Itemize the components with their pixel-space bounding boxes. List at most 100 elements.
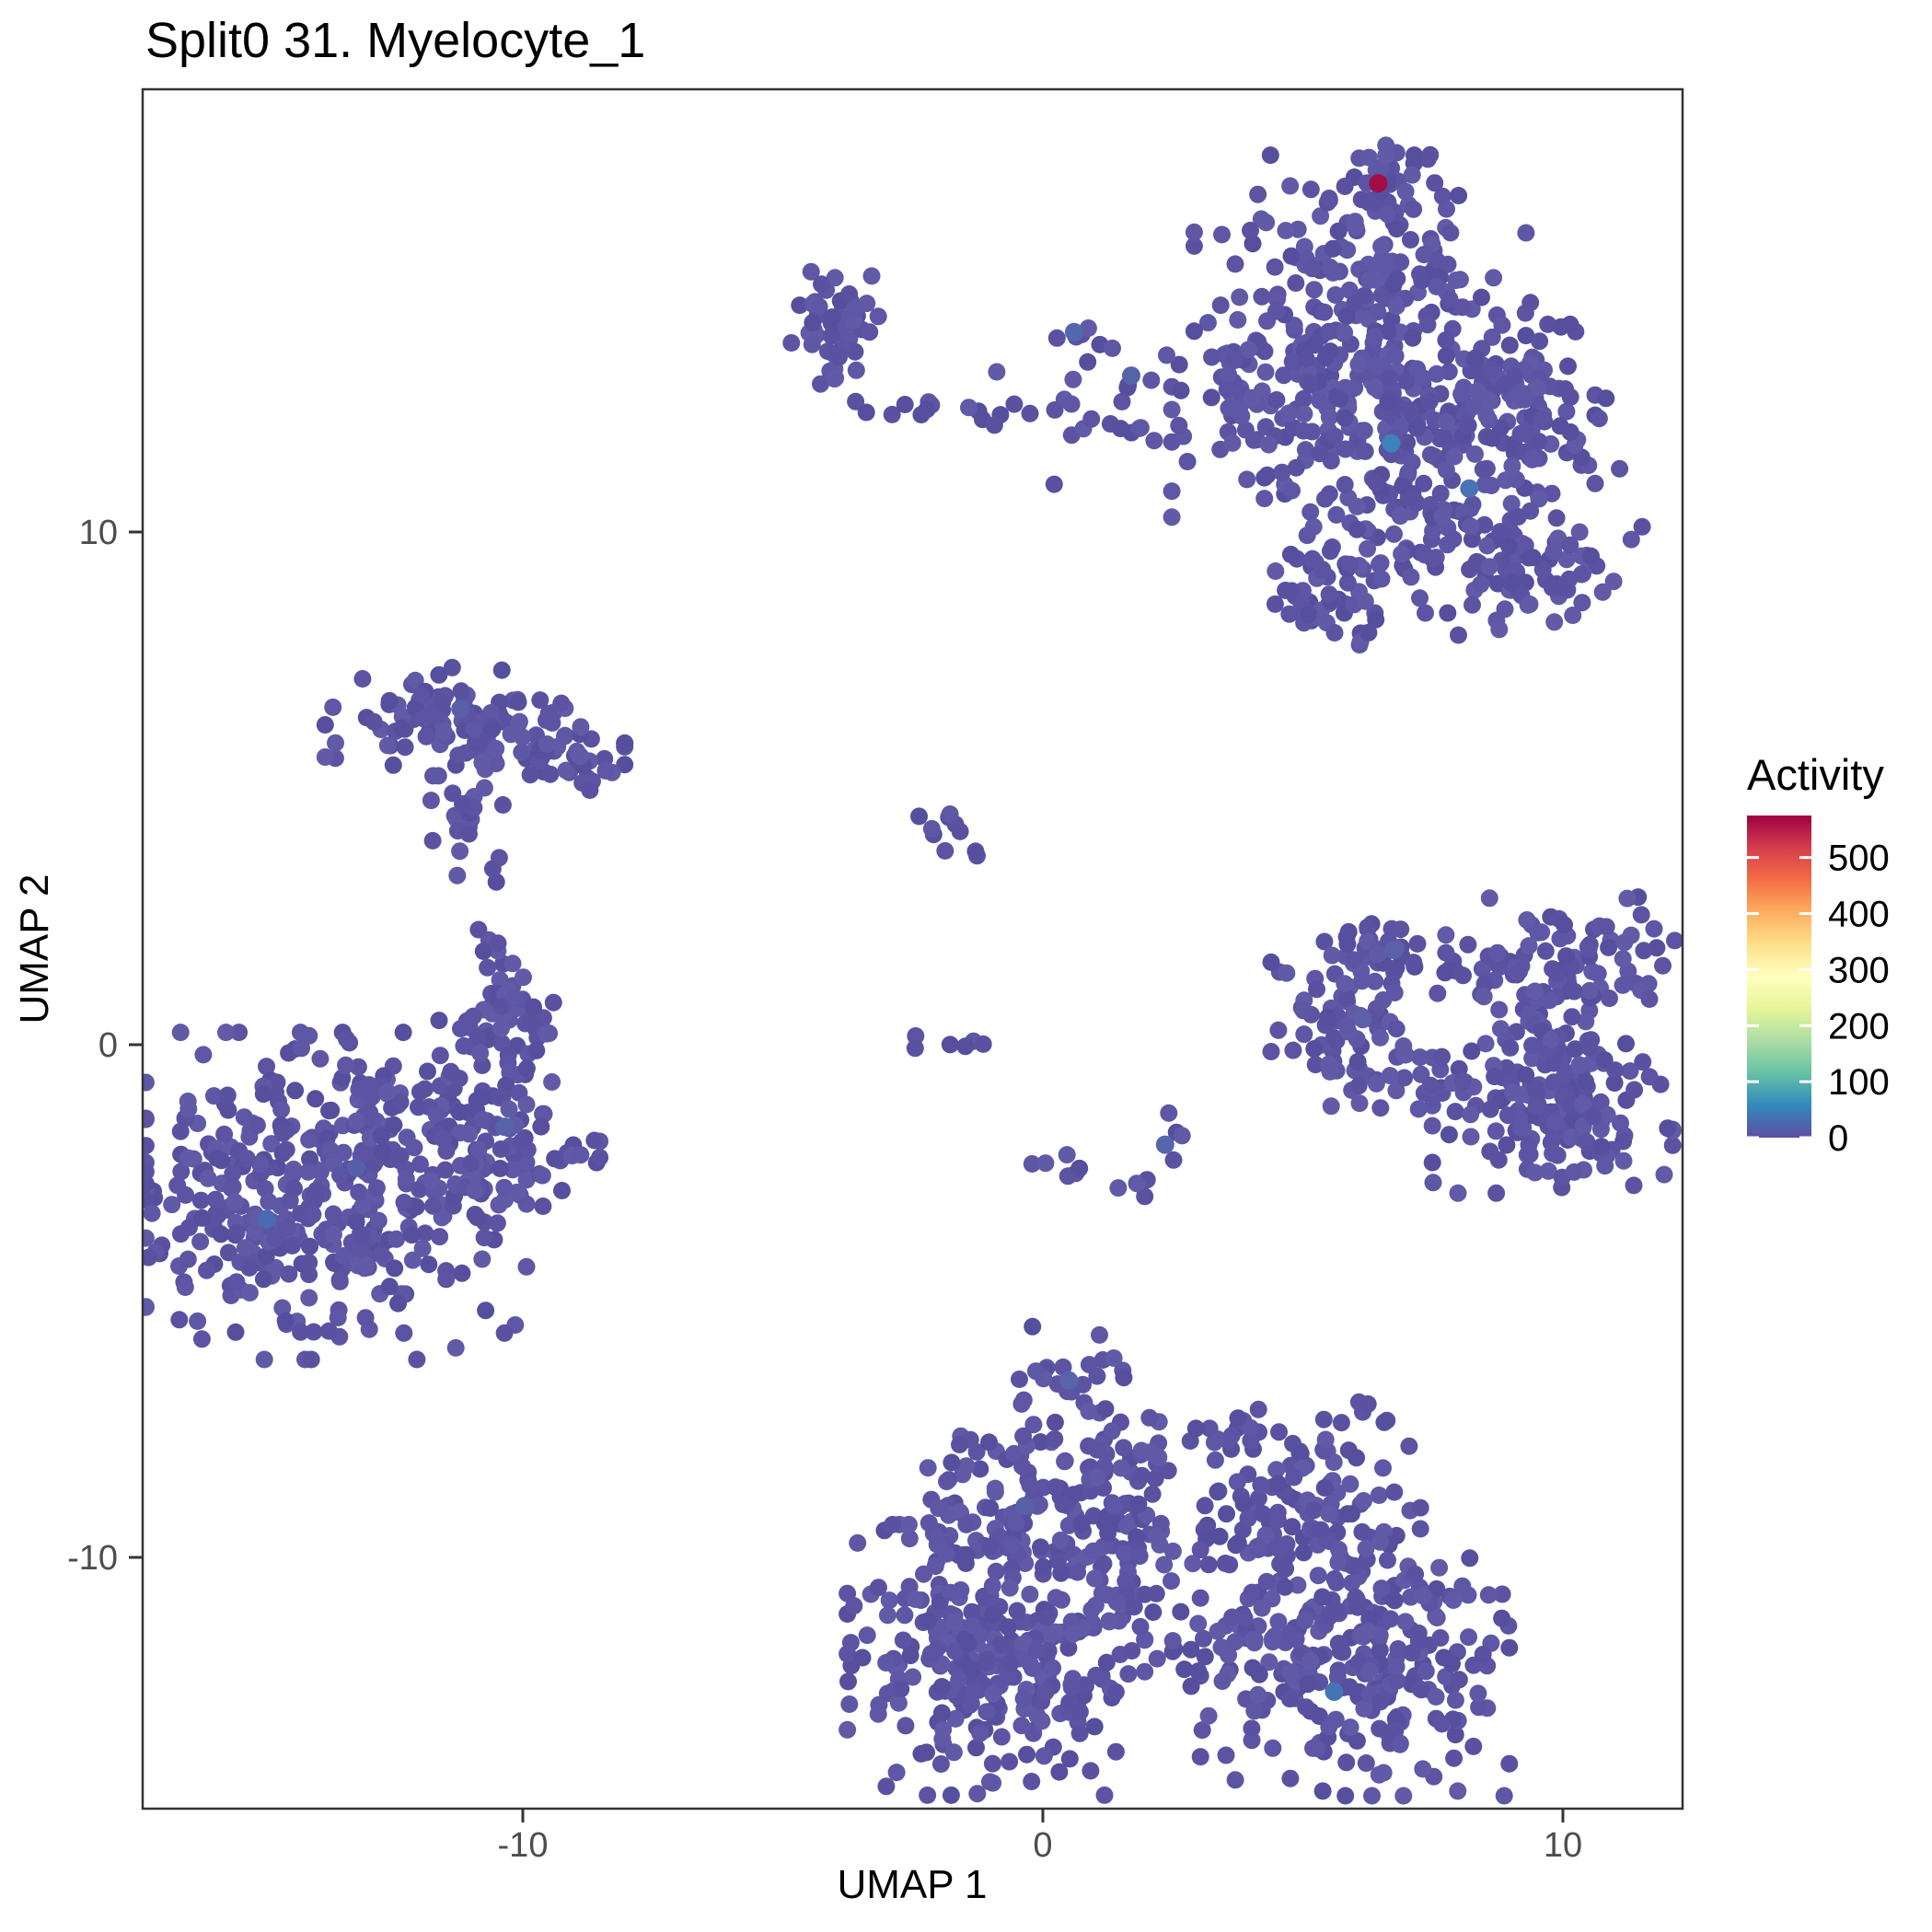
data-point — [204, 1087, 223, 1105]
data-point — [572, 718, 590, 736]
data-point — [469, 1028, 487, 1047]
data-point — [1136, 1631, 1154, 1649]
data-point — [1070, 1159, 1089, 1177]
data-point — [1294, 389, 1313, 408]
data-point — [1604, 573, 1623, 591]
data-point — [978, 1650, 996, 1669]
data-point — [1093, 1555, 1112, 1573]
data-point — [1276, 1578, 1294, 1596]
data-point — [1238, 470, 1256, 489]
data-point — [1239, 341, 1257, 359]
data-point — [143, 1298, 155, 1316]
data-point — [596, 761, 615, 780]
data-point — [1259, 435, 1278, 454]
data-point — [1115, 1369, 1133, 1387]
data-point — [1001, 1753, 1019, 1771]
data-point — [1270, 1540, 1289, 1558]
data-point — [521, 766, 539, 784]
data-point — [1244, 388, 1261, 407]
data-point — [389, 1294, 407, 1313]
data-point — [1049, 1552, 1067, 1570]
data-point — [887, 1764, 906, 1782]
data-point — [1428, 251, 1446, 270]
data-point — [1036, 1683, 1055, 1701]
data-point — [1532, 411, 1550, 429]
data-point — [1388, 220, 1406, 238]
data-point — [1502, 574, 1521, 593]
data-point — [1488, 943, 1507, 962]
data-point — [992, 1728, 1011, 1746]
data-point — [1277, 1559, 1295, 1578]
data-point — [403, 1251, 422, 1269]
data-point — [1298, 526, 1316, 545]
data-point — [1592, 1138, 1611, 1156]
data-point — [1500, 1638, 1519, 1657]
data-point — [1244, 1659, 1262, 1677]
plot-title: Split0 31. Myelocyte_1 — [145, 13, 645, 68]
data-point — [1402, 568, 1420, 586]
data-point — [1323, 538, 1341, 556]
data-point — [515, 968, 532, 987]
data-point — [1614, 1151, 1633, 1170]
data-point — [1013, 1457, 1032, 1475]
data-point — [489, 934, 507, 953]
data-point — [1305, 1040, 1324, 1058]
data-point — [1406, 1565, 1425, 1583]
data-point — [452, 682, 470, 700]
data-point — [1284, 1041, 1302, 1059]
data-point — [963, 1602, 981, 1621]
data-point — [1530, 433, 1548, 451]
data-point — [1359, 1394, 1377, 1413]
data-point — [1132, 1441, 1151, 1460]
data-point — [517, 1153, 536, 1172]
data-point — [495, 1178, 514, 1197]
data-point — [246, 1222, 264, 1241]
data-point — [283, 1236, 301, 1255]
data-point — [1655, 1165, 1673, 1184]
data-point — [338, 1030, 355, 1048]
data-point — [1446, 1726, 1464, 1744]
data-point — [143, 1229, 155, 1247]
data-point — [822, 327, 840, 345]
data-point — [1437, 461, 1455, 480]
data-point — [1521, 502, 1540, 520]
data-point — [990, 1636, 1009, 1654]
data-point — [1305, 1501, 1323, 1520]
data-point — [1115, 1439, 1133, 1457]
data-point — [1281, 1769, 1300, 1787]
data-point — [1267, 391, 1286, 409]
data-point — [1433, 1047, 1451, 1066]
data-point — [226, 1193, 244, 1211]
data-point — [194, 1046, 213, 1064]
data-point — [380, 1278, 399, 1296]
data-point — [276, 1312, 295, 1330]
data-point — [462, 1154, 480, 1173]
data-point — [1360, 272, 1379, 289]
data-point — [1411, 589, 1429, 607]
data-point — [1321, 1062, 1339, 1081]
data-point — [254, 1085, 272, 1104]
data-point — [412, 686, 431, 704]
data-point — [967, 1739, 985, 1757]
data-point — [1325, 1569, 1344, 1588]
data-point — [1445, 447, 1463, 466]
data-point — [824, 344, 842, 363]
data-point — [423, 1197, 442, 1215]
data-point — [1249, 1400, 1267, 1418]
data-point — [1348, 520, 1366, 538]
data-point — [1527, 1097, 1545, 1116]
highlight-point — [1325, 1682, 1344, 1701]
data-point — [1093, 1667, 1111, 1685]
highlight-point — [1064, 322, 1083, 341]
data-point — [176, 1278, 194, 1296]
data-point — [413, 1239, 432, 1257]
data-point — [469, 920, 488, 939]
data-point — [414, 710, 433, 728]
data-point — [1244, 235, 1262, 253]
data-point — [1320, 585, 1338, 604]
data-point — [981, 1537, 1000, 1556]
data-point — [1577, 1072, 1594, 1091]
data-point — [436, 1161, 455, 1179]
data-point — [1014, 1690, 1033, 1707]
data-point — [1328, 1668, 1347, 1686]
